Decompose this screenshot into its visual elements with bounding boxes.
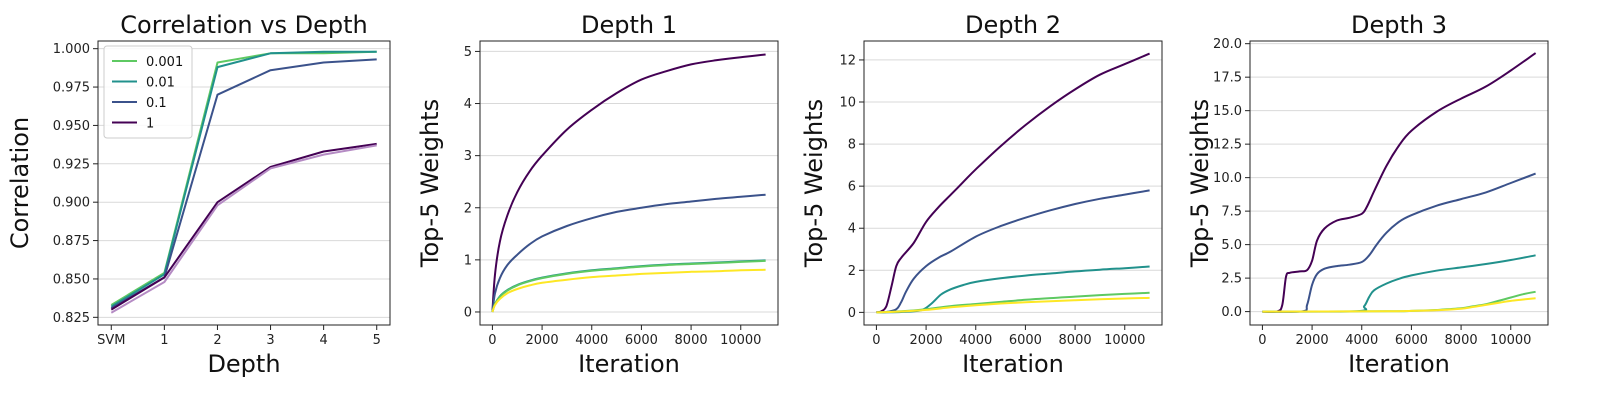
- x-tick-label: 0: [488, 333, 496, 348]
- y-tick-label: 3: [464, 149, 472, 164]
- x-tick-label: 4000: [959, 333, 992, 348]
- chart-title: Depth 3: [1351, 11, 1447, 39]
- x-tick-label: 10000: [720, 333, 761, 348]
- y-tick-label: 4: [464, 97, 472, 112]
- y-tick-label: 1: [464, 253, 472, 268]
- y-tick-label: 7.5: [1221, 205, 1242, 220]
- y-axis-title: Correlation: [6, 117, 34, 249]
- series-line-5: [491, 268, 766, 313]
- x-tick-label: 10000: [1104, 333, 1145, 348]
- y-tick-label: 20.0: [1213, 37, 1242, 52]
- y-axis-title: Top-5 Weights: [1186, 99, 1214, 268]
- y-tick-label: 6: [848, 180, 856, 195]
- series-line-1: [110, 142, 377, 311]
- series-line-0-1: [1262, 172, 1536, 313]
- x-axis-title: Depth: [207, 350, 280, 378]
- y-tick-label: 0.975: [53, 81, 90, 96]
- series-line-0-1: [876, 189, 1150, 314]
- chart-panel-2: 0 1 2 3 4 5 0 2000 4000 6000 8000 10000 Depth 1 Itera…: [416, 11, 779, 378]
- legend-label: 0.01: [146, 76, 175, 91]
- y-tick-label: 0: [848, 306, 856, 321]
- y-tick-label: 1.000: [53, 42, 90, 57]
- y-tick-label: 12: [839, 53, 856, 68]
- x-tick-label: 8000: [1059, 333, 1092, 348]
- series-line-0-1: [491, 193, 766, 313]
- x-tick-label: 10000: [1490, 333, 1531, 348]
- legend-label: 0.1: [146, 96, 167, 111]
- x-tick-label: 0: [872, 333, 880, 348]
- y-tick-label: 12.5: [1213, 138, 1242, 153]
- x-tick-label: 6000: [625, 333, 658, 348]
- y-axis-title: Top-5 Weights: [800, 99, 828, 268]
- series-line-5: [110, 144, 377, 314]
- plot-frame: [97, 40, 391, 326]
- legend-box: [103, 45, 193, 139]
- legend-label: 1: [146, 117, 154, 132]
- chart-panel-4: 0.0 2.5 5.0 7.5 10.0 12.5 15.0 17.5 20.0 0 2000 400…: [1186, 11, 1549, 378]
- y-tick-label: 0.950: [53, 119, 90, 134]
- series-line-0-001: [491, 259, 766, 313]
- y-tick-label: 8: [848, 138, 856, 153]
- legend-label: 0.001: [146, 55, 183, 70]
- series-line-1: [876, 52, 1150, 314]
- chart-title: Depth 2: [965, 11, 1061, 39]
- x-axis-title: Iteration: [1348, 350, 1450, 378]
- series-line-0-001: [110, 50, 377, 306]
- plot-frame: [479, 40, 779, 326]
- plot-frame: [863, 40, 1163, 326]
- x-tick-label: 4000: [1345, 333, 1378, 348]
- x-tick-label: 4: [319, 333, 327, 348]
- x-tick-label: 8000: [1445, 333, 1478, 348]
- y-tick-label: 2.5: [1221, 272, 1242, 287]
- plot-frame: [1249, 40, 1549, 326]
- x-tick-label: 1: [160, 333, 168, 348]
- y-tick-label: 2: [464, 201, 472, 216]
- series-line-1: [1262, 52, 1537, 313]
- y-tick-label: 2: [848, 264, 856, 279]
- x-tick-label: 2000: [1296, 333, 1329, 348]
- y-tick-label: 0.850: [53, 272, 90, 287]
- series-line-1: [491, 53, 766, 313]
- x-axis-title: Iteration: [578, 350, 680, 378]
- y-tick-label: 10: [839, 96, 856, 111]
- x-tick-label: 8000: [675, 333, 708, 348]
- chart-title: Correlation vs Depth: [120, 11, 367, 39]
- chart-title: Depth 1: [581, 11, 677, 39]
- y-tick-label: 0.925: [53, 157, 90, 172]
- series-line-0-001: [1262, 290, 1536, 313]
- y-tick-label: 17.5: [1213, 71, 1242, 86]
- y-tick-label: 10.0: [1213, 171, 1242, 186]
- x-axis-title: Iteration: [962, 350, 1064, 378]
- x-tick-label: 0: [1258, 333, 1266, 348]
- series-line-0-01: [110, 50, 377, 308]
- chart-panel-3: 0 2 4 6 8 10 12 0 2000 4000 6000 8000 10000 Depth 2 It…: [800, 11, 1163, 378]
- y-tick-label: 5: [464, 45, 472, 60]
- y-axis-title: Top-5 Weights: [416, 99, 444, 268]
- x-tick-label: 6000: [1009, 333, 1042, 348]
- y-tick-label: 0.0: [1221, 305, 1242, 320]
- y-tick-label: 0: [464, 305, 472, 320]
- chart-panel-1: 0.825 0.850 0.875 0.900 0.925 0.950 0.975 1.000…: [6, 11, 391, 378]
- series-line-5: [1262, 297, 1536, 313]
- series-line-5: [876, 296, 1150, 314]
- legend: 0.001 0.01 0.1 1: [103, 45, 193, 139]
- y-tick-label: 0.875: [53, 234, 90, 249]
- x-tick-label: 5: [373, 333, 381, 348]
- x-tick-label: SVM: [97, 333, 125, 348]
- y-tick-label: 4: [848, 222, 856, 237]
- y-tick-label: 5.0: [1221, 238, 1242, 253]
- series-line-0-01: [1262, 254, 1536, 313]
- x-tick-label: 2: [213, 333, 221, 348]
- y-tick-label: 0.900: [53, 196, 90, 211]
- y-tick-label: 15.0: [1213, 104, 1242, 119]
- y-tick-label: 0.825: [53, 311, 90, 326]
- x-tick-label: 4000: [575, 333, 608, 348]
- x-tick-label: 2000: [526, 333, 559, 348]
- x-tick-label: 3: [266, 333, 274, 348]
- x-tick-label: 2000: [910, 333, 943, 348]
- x-tick-label: 6000: [1395, 333, 1428, 348]
